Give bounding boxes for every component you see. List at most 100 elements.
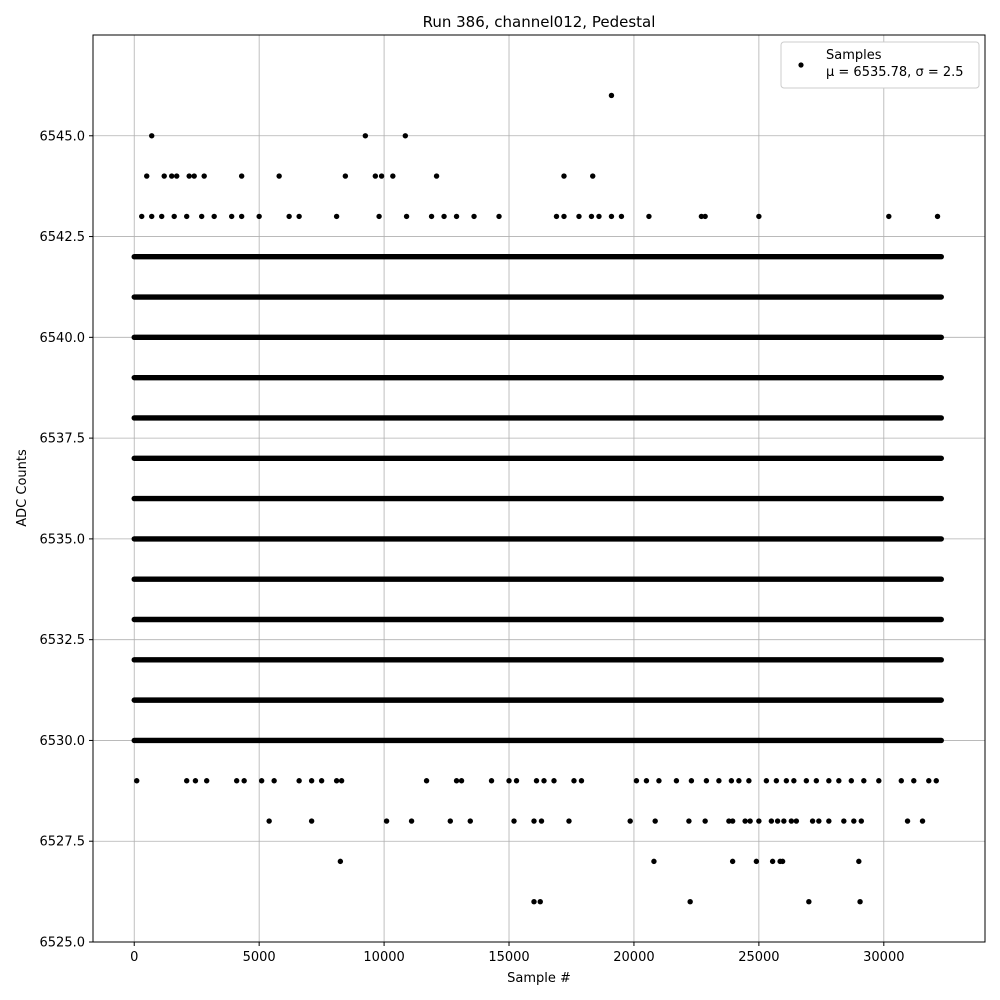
y-tick-label: 6532.5 <box>40 633 86 648</box>
sample-point <box>763 778 770 784</box>
sample-point <box>836 778 842 784</box>
sample-point <box>747 818 753 824</box>
x-tick-label: 20000 <box>613 950 654 965</box>
sample-point <box>729 818 736 824</box>
sample-point <box>198 213 205 220</box>
legend: Samples μ = 6535.78, σ = 2.5 <box>780 41 980 89</box>
sample-point <box>698 213 705 220</box>
sample-point <box>809 818 816 824</box>
x-axis-label: Sample # <box>507 971 571 986</box>
sample-point <box>728 778 735 784</box>
sample-point <box>791 778 797 784</box>
sample-point <box>338 778 345 784</box>
sample-point <box>773 778 780 784</box>
sample-point <box>318 778 325 784</box>
sample-point <box>553 213 560 220</box>
sample-point <box>933 778 939 784</box>
x-axis-ticks: 0 5000 10000 15000 20000 25000 30000 <box>130 942 904 965</box>
sample-point <box>238 173 245 179</box>
y-axis-ticks: 6525.0 6527.5 6530.0 6532.5 6535.0 6537.5 6540… <box>40 129 93 951</box>
sample-point <box>858 818 865 824</box>
sample-point <box>716 778 722 784</box>
sample-point <box>383 818 390 824</box>
sample-point <box>578 778 585 784</box>
sample-point <box>447 818 453 824</box>
x-tick-label: 15000 <box>488 950 529 965</box>
sample-point <box>362 133 369 139</box>
sample-point <box>134 778 140 784</box>
sample-point <box>876 778 882 784</box>
sample-point <box>646 213 652 220</box>
sample-point <box>467 818 473 824</box>
sample-point <box>753 858 760 865</box>
sample-point <box>803 778 810 784</box>
sample-point <box>911 778 917 784</box>
sample-point <box>333 778 340 784</box>
legend-marker <box>798 62 804 68</box>
sample-point <box>590 173 596 179</box>
sample-point <box>296 778 302 784</box>
sample-point <box>561 173 567 179</box>
sample-point <box>433 173 440 179</box>
data-points <box>131 92 944 905</box>
sample-point <box>286 213 292 220</box>
y-tick-label: 6545.0 <box>40 129 86 144</box>
x-tick-label: 10000 <box>363 950 404 965</box>
sample-point <box>779 858 786 865</box>
sample-point <box>898 778 904 784</box>
sample-point <box>551 778 557 784</box>
sample-point <box>561 213 567 220</box>
sample-point <box>403 213 410 220</box>
sample-point <box>266 818 272 824</box>
sample-point <box>538 818 545 824</box>
sample-point <box>211 213 217 220</box>
sample-point <box>813 778 820 784</box>
sample-point <box>256 213 262 220</box>
sample-point <box>541 778 547 784</box>
y-tick-label: 6542.5 <box>40 230 86 245</box>
sample-point <box>258 778 265 784</box>
sample-point <box>159 213 165 220</box>
sample-point <box>651 858 657 865</box>
sample-point <box>851 818 857 824</box>
legend-entry-stats: μ = 6535.78, σ = 2.5 <box>826 65 964 80</box>
sample-point <box>390 173 396 179</box>
sample-point <box>183 778 190 784</box>
sample-point <box>376 213 382 220</box>
sample-point <box>537 898 543 905</box>
sample-point <box>826 818 832 824</box>
sample-point <box>149 213 155 220</box>
sample-point <box>149 133 155 139</box>
y-tick-label: 6540.0 <box>40 331 86 346</box>
sample-point <box>608 213 615 220</box>
sample-point <box>342 173 349 179</box>
sample-point <box>652 818 658 824</box>
sample-point <box>793 818 800 824</box>
sample-point <box>729 858 736 865</box>
sample-point <box>171 213 177 220</box>
sample-point <box>533 778 540 784</box>
sample-point <box>643 778 650 784</box>
sample-point <box>276 173 282 179</box>
sample-point <box>596 213 602 220</box>
sample-point <box>192 778 199 784</box>
sample-point <box>296 213 302 220</box>
sample-point <box>702 213 708 220</box>
sample-point <box>441 213 447 220</box>
plot-area <box>93 35 985 942</box>
chart-title: Run 386, channel012, Pedestal <box>423 13 656 31</box>
sample-point <box>608 92 615 99</box>
sample-point <box>453 213 460 220</box>
sample-point <box>673 778 680 784</box>
sample-point <box>934 213 941 220</box>
sample-point <box>904 818 911 824</box>
sample-point <box>756 213 762 220</box>
sample-point <box>169 173 175 179</box>
sample-point <box>183 213 190 220</box>
sample-point <box>746 778 752 784</box>
sample-point <box>191 173 197 179</box>
sample-point <box>186 173 192 179</box>
sample-point <box>471 213 477 220</box>
sample-point <box>816 818 822 824</box>
sample-point <box>423 778 430 784</box>
